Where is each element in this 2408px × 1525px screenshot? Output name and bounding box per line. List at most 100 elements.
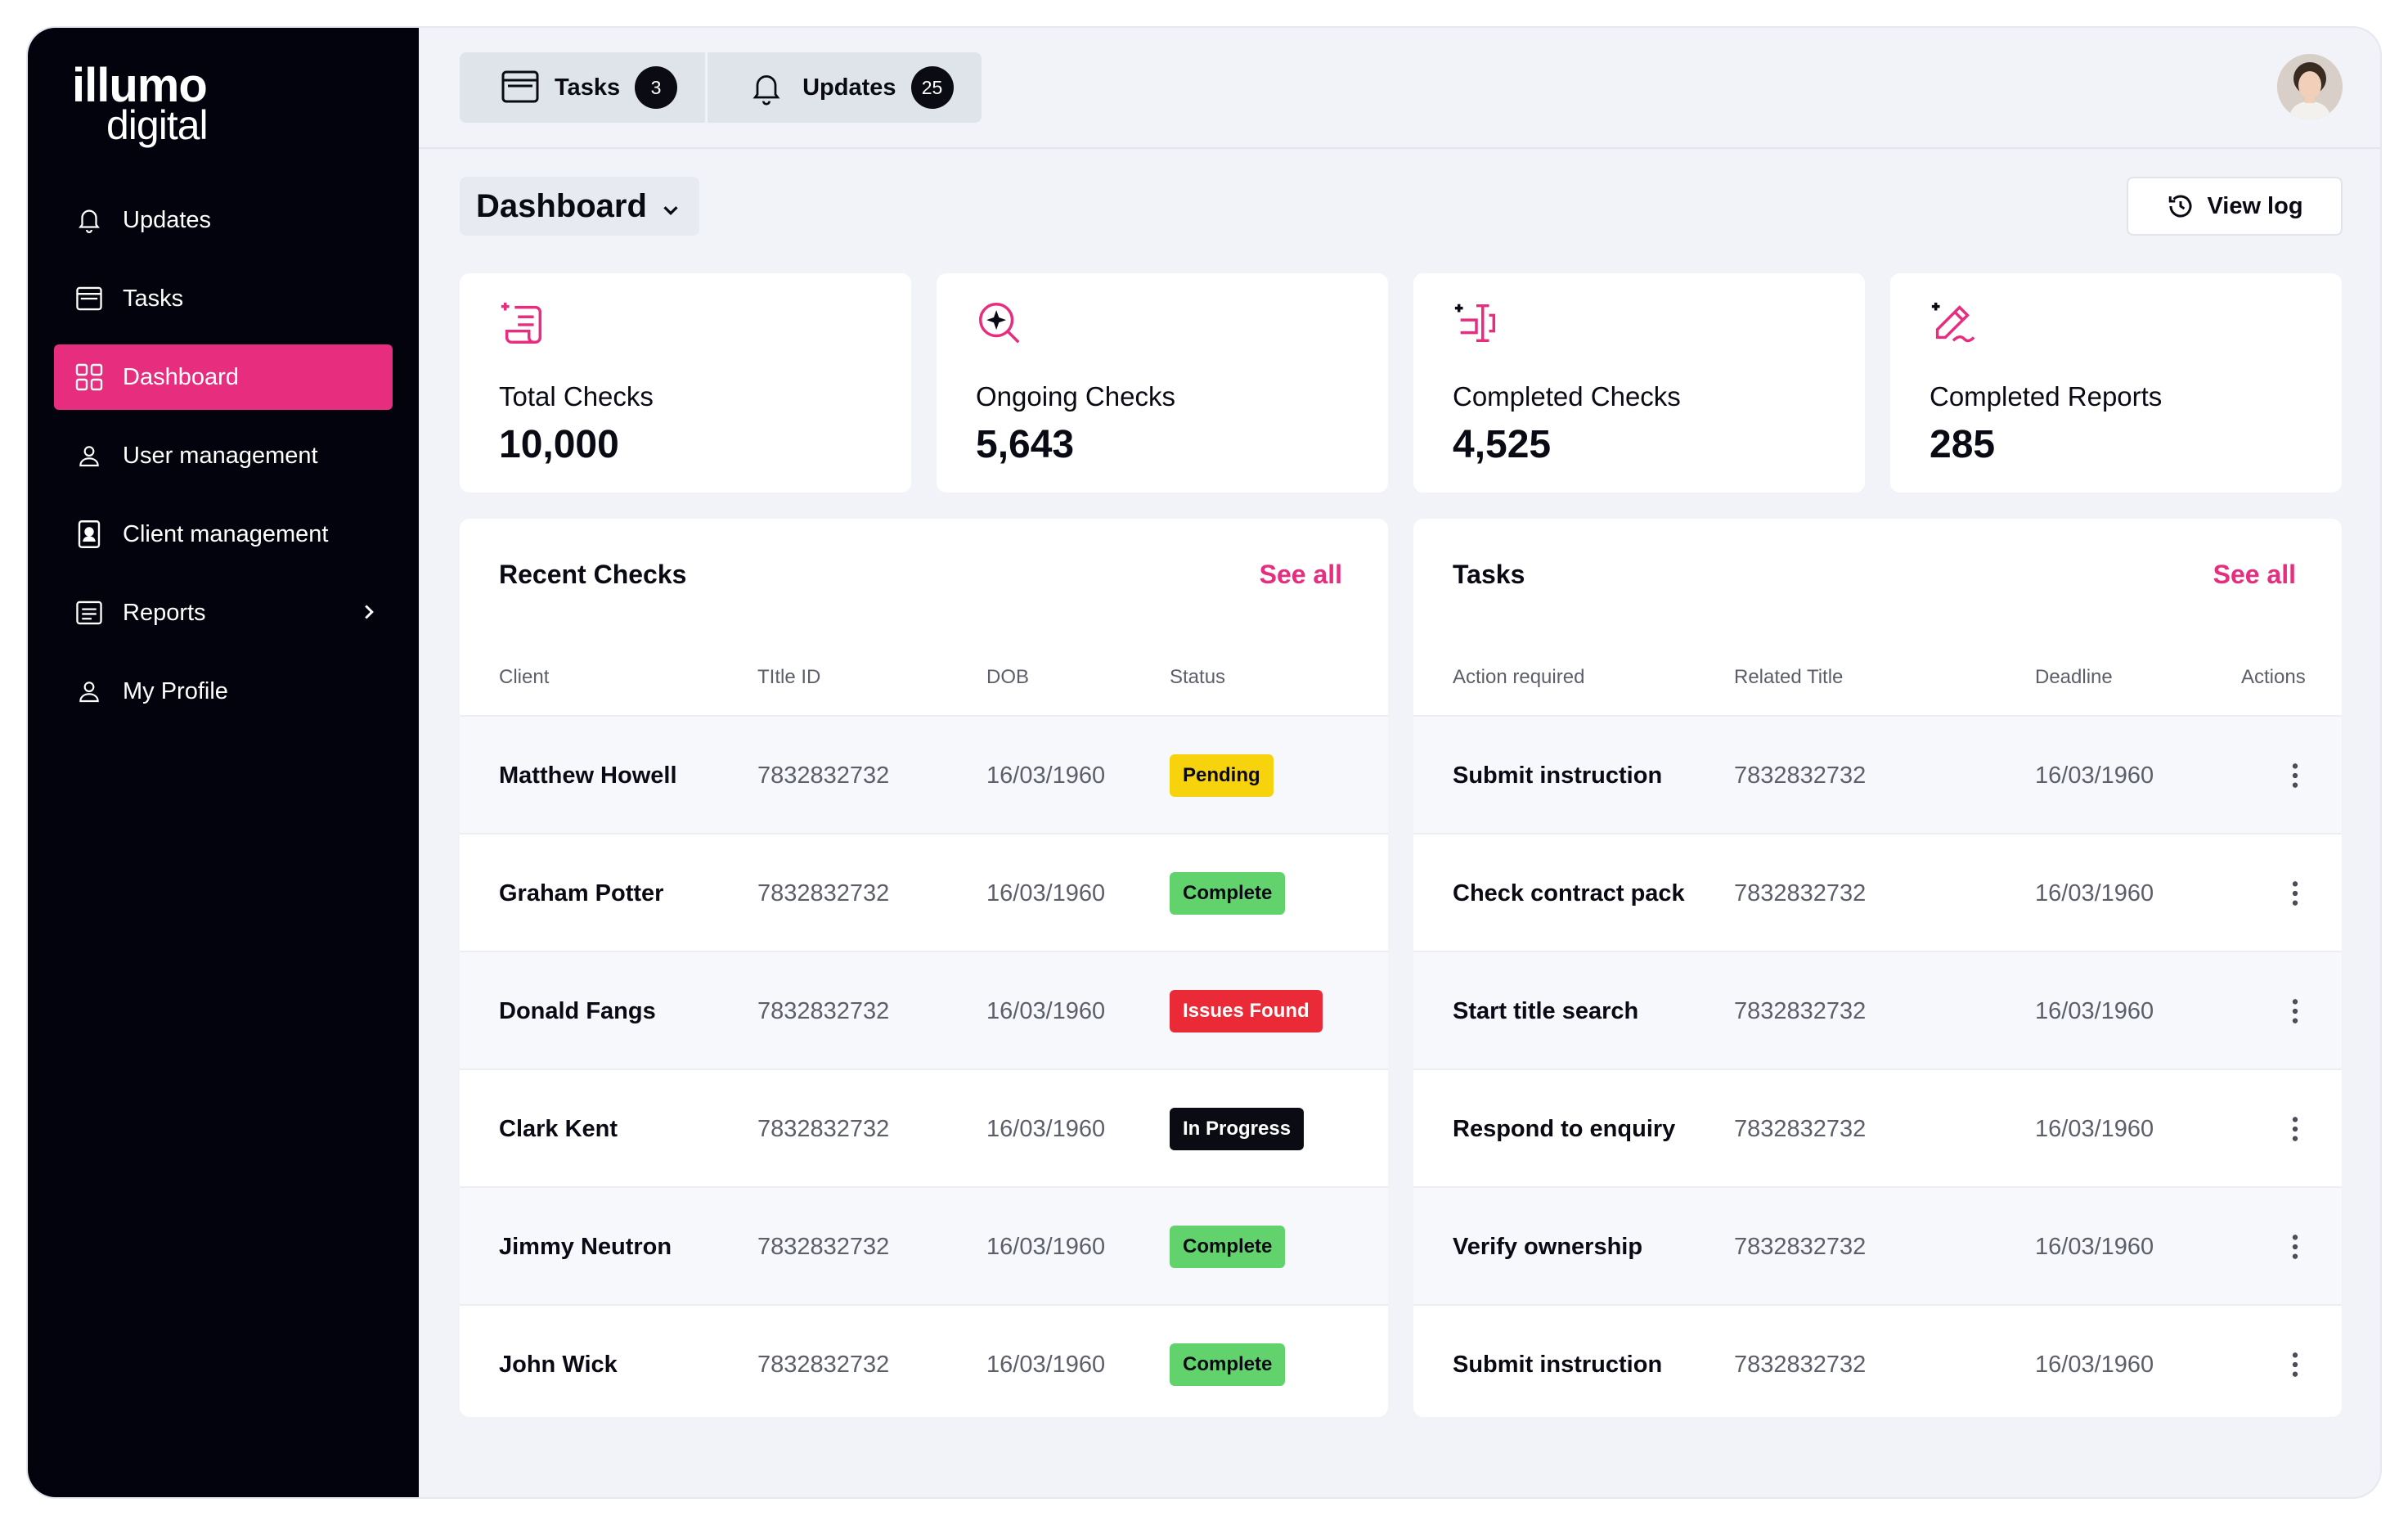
stat-value: 10,000 xyxy=(499,423,619,466)
dob: 16/03/1960 xyxy=(986,997,1106,1024)
status-cell: Complete xyxy=(1170,834,1286,952)
status-badge: Complete xyxy=(1170,1343,1286,1386)
column-header[interactable]: Action required xyxy=(1453,666,1585,688)
user-icon xyxy=(74,440,105,471)
status-badge: Complete xyxy=(1170,872,1286,915)
more-vertical-icon[interactable] xyxy=(2279,1348,2311,1381)
chevron-down-icon xyxy=(658,194,683,218)
sidebar-item-tasks[interactable]: Tasks xyxy=(54,266,393,331)
sidebar-item-label: Client management xyxy=(123,520,329,547)
stat-value: 285 xyxy=(1930,423,1996,466)
tasks-tab[interactable]: Tasks 3 xyxy=(460,52,705,123)
more-vertical-icon[interactable] xyxy=(2279,1230,2311,1263)
sidebar-item-updates[interactable]: Updates xyxy=(54,187,393,253)
stat-card-completed-checks: Completed Checks 4,525 xyxy=(1413,273,1865,493)
related-title: 7832832732 xyxy=(1734,1115,1867,1142)
tasks-tab-label: Tasks xyxy=(555,74,621,101)
more-vertical-icon[interactable] xyxy=(2279,759,2311,792)
column-header[interactable]: Client xyxy=(499,666,550,688)
panel-title: Recent Checks xyxy=(499,560,687,589)
stat-label: Completed Checks xyxy=(1453,381,1681,412)
status-cell: Issues Found xyxy=(1170,952,1323,1070)
title-id: 7832832732 xyxy=(757,997,890,1024)
related-title: 7832832732 xyxy=(1734,762,1867,789)
sidebar-nav: Updates Tasks Dashboard User management xyxy=(54,187,393,737)
status-cell: Pending xyxy=(1170,717,1274,834)
table-row[interactable]: Submit instruction 7832832732 16/03/1960 xyxy=(1413,715,2342,833)
sidebar-item-my-profile[interactable]: My Profile xyxy=(54,659,393,724)
stamp-sparkle-icon xyxy=(1451,298,1502,349)
sidebar-item-client-management[interactable]: Client management xyxy=(54,502,393,567)
table-row[interactable]: Graham Potter 7832832732 16/03/1960 Complet… xyxy=(460,833,1388,951)
title-id: 7832832732 xyxy=(757,879,890,906)
stat-card-completed-reports: Completed Reports 285 xyxy=(1890,273,2342,493)
table-row[interactable]: Jimmy Neutron 7832832732 16/03/1960 Complet… xyxy=(460,1186,1388,1304)
table-row[interactable]: Respond to enquiry 7832832732 16/03/1960 xyxy=(1413,1068,2342,1186)
quick-tabs: Tasks 3 Updates 25 xyxy=(460,52,982,123)
action-required: Check contract pack xyxy=(1453,879,1685,906)
table-row[interactable]: Verify ownership 7832832732 16/03/1960 xyxy=(1413,1186,2342,1304)
action-required: Respond to enquiry xyxy=(1453,1115,1676,1142)
related-title: 7832832732 xyxy=(1734,1233,1867,1260)
deadline: 16/03/1960 xyxy=(2035,1233,2154,1260)
more-vertical-icon[interactable] xyxy=(2279,995,2311,1028)
column-header[interactable]: Status xyxy=(1170,666,1226,688)
tasks-count-badge: 3 xyxy=(635,66,678,109)
actions-cell xyxy=(2279,952,2311,1070)
sidebar-item-label: Updates xyxy=(123,206,212,233)
updates-tab-label: Updates xyxy=(802,74,896,101)
table-row[interactable]: Check contract pack 7832832732 16/03/1960 xyxy=(1413,833,2342,951)
stat-label: Total Checks xyxy=(499,381,654,412)
column-header[interactable]: Related Title xyxy=(1734,666,1844,688)
column-header[interactable]: DOB xyxy=(986,666,1030,688)
view-log-button[interactable]: View log xyxy=(2127,177,2343,236)
table-row[interactable]: Submit instruction 7832832732 16/03/1960 xyxy=(1413,1304,2342,1417)
title-id: 7832832732 xyxy=(757,762,890,789)
title-id: 7832832732 xyxy=(757,1351,890,1378)
grid-icon xyxy=(74,362,105,393)
more-vertical-icon[interactable] xyxy=(2279,877,2311,910)
bell-icon xyxy=(748,70,788,106)
client-name: John Wick xyxy=(499,1351,618,1378)
action-required: Start title search xyxy=(1453,997,1639,1024)
sidebar-item-label: Reports xyxy=(123,599,206,626)
logo-line-2: digital xyxy=(106,102,209,148)
sidebar-item-reports[interactable]: Reports xyxy=(54,580,393,646)
see-all-link[interactable]: See all xyxy=(2213,560,2296,589)
actions-cell xyxy=(2279,1306,2311,1417)
actions-cell xyxy=(2279,1188,2311,1306)
table-row[interactable]: Matthew Howell 7832832732 16/03/1960 Pendin… xyxy=(460,715,1388,833)
status-cell: In Progress xyxy=(1170,1070,1305,1188)
history-icon xyxy=(2166,191,2195,221)
actions-cell xyxy=(2279,834,2311,952)
sidebar-item-label: User management xyxy=(123,442,318,469)
table-row[interactable]: Clark Kent 7832832732 16/03/1960 In Progres… xyxy=(460,1068,1388,1186)
more-vertical-icon[interactable] xyxy=(2279,1113,2311,1145)
column-header[interactable]: TItle ID xyxy=(757,666,821,688)
deadline: 16/03/1960 xyxy=(2035,997,2154,1024)
table-row[interactable]: Donald Fangs 7832832732 16/03/1960 Issues F… xyxy=(460,951,1388,1068)
action-required: Verify ownership xyxy=(1453,1233,1643,1260)
see-all-link[interactable]: See all xyxy=(1259,560,1342,589)
sidebar-item-label: My Profile xyxy=(123,677,228,704)
sidebar-item-dashboard[interactable]: Dashboard xyxy=(54,344,393,410)
related-title: 7832832732 xyxy=(1734,997,1867,1024)
column-header[interactable]: Deadline xyxy=(2035,666,2113,688)
status-badge: Issues Found xyxy=(1170,990,1323,1032)
status-badge: Pending xyxy=(1170,754,1274,797)
table-row[interactable]: Start title search 7832832732 16/03/1960 xyxy=(1413,951,2342,1068)
chevron-right-icon xyxy=(357,600,381,624)
client-name: Graham Potter xyxy=(499,879,664,906)
table-row[interactable]: John Wick 7832832732 16/03/1960 Complete xyxy=(460,1304,1388,1417)
top-bar: Tasks 3 Updates 25 xyxy=(419,28,2380,149)
action-required: Submit instruction xyxy=(1453,1351,1663,1378)
column-header[interactable]: Actions xyxy=(2241,666,2306,688)
deadline: 16/03/1960 xyxy=(2035,1351,2154,1378)
title-id: 7832832732 xyxy=(757,1115,890,1142)
avatar[interactable] xyxy=(2277,54,2343,119)
sidebar-item-user-management[interactable]: User management xyxy=(54,423,393,488)
updates-tab[interactable]: Updates 25 xyxy=(705,52,981,123)
dashboard-selector[interactable]: Dashboard xyxy=(460,177,699,236)
stat-value: 5,643 xyxy=(976,423,1075,466)
dob: 16/03/1960 xyxy=(986,1115,1106,1142)
